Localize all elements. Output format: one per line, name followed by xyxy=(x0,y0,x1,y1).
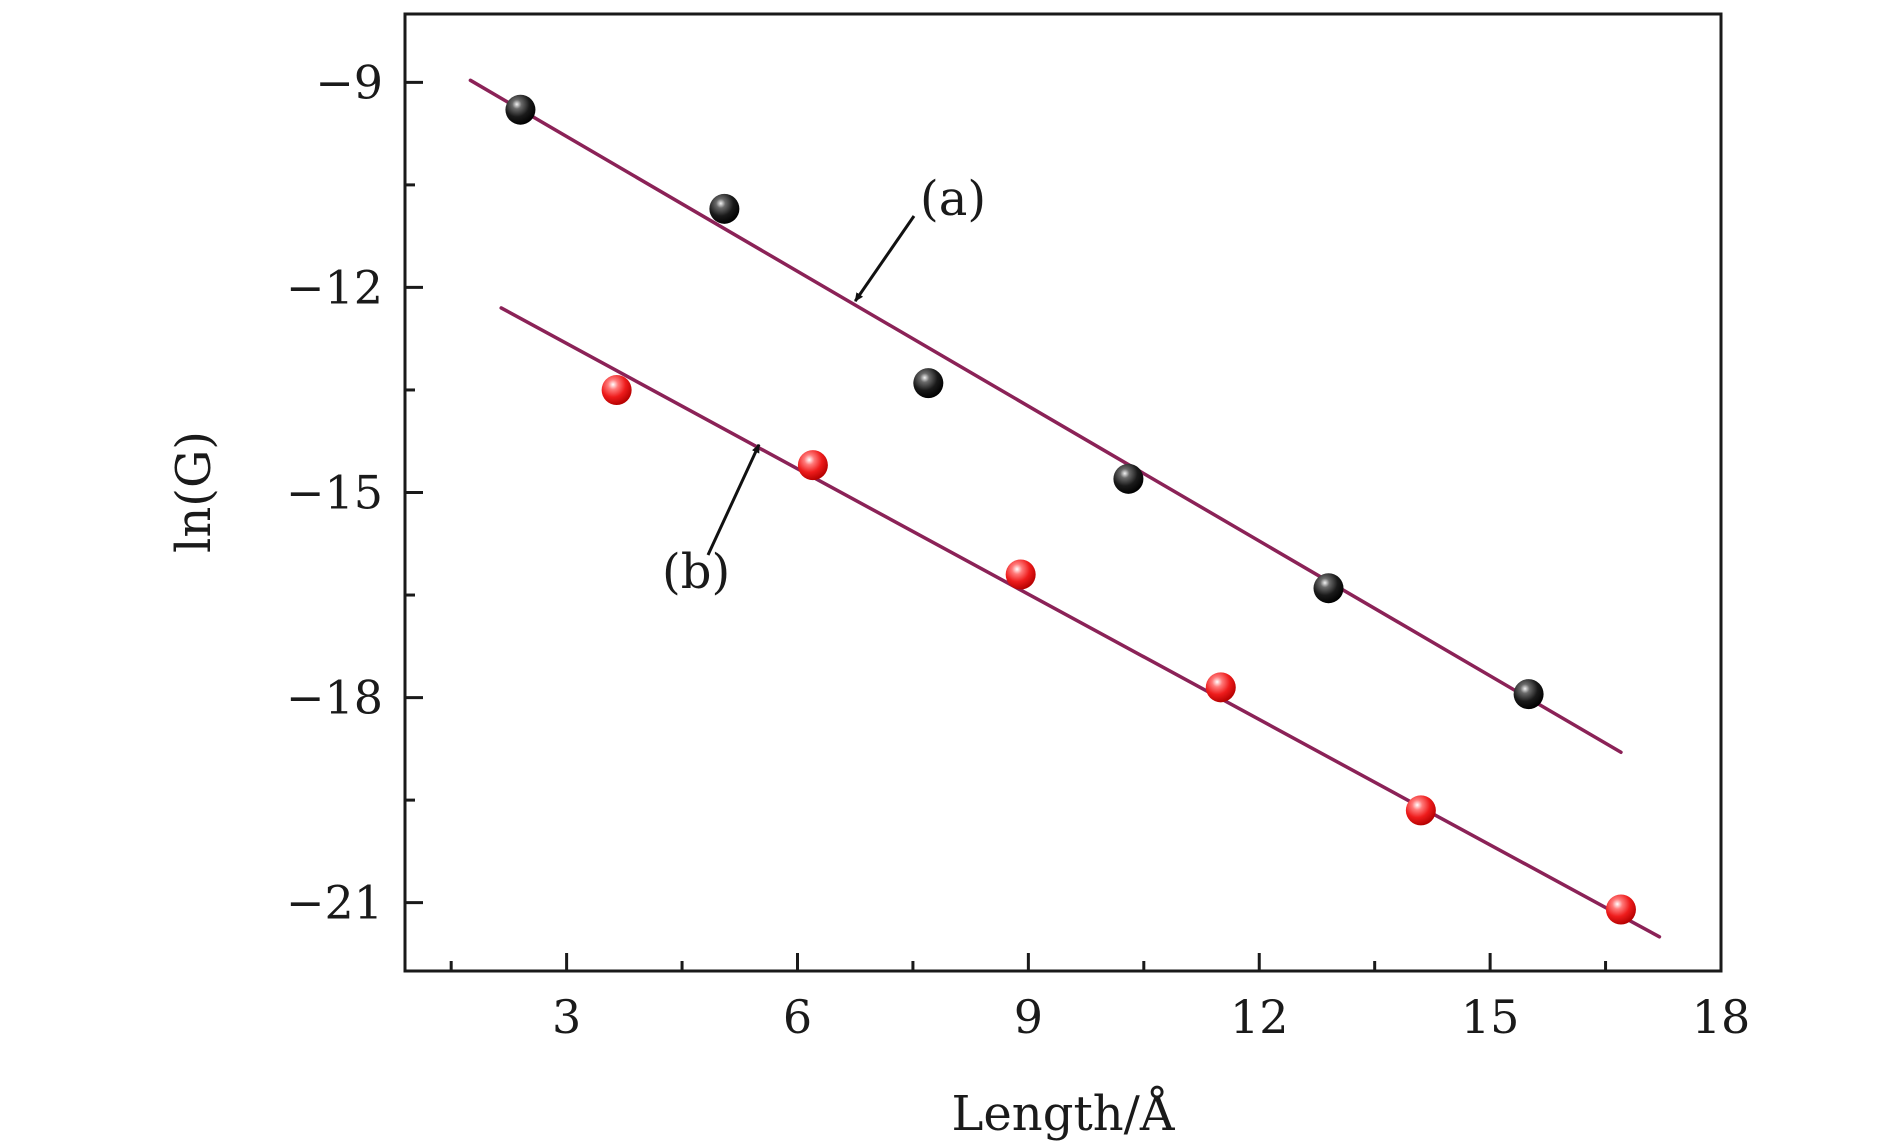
y-tick-label: −9 xyxy=(315,55,383,109)
data-point-a xyxy=(709,193,740,224)
y-tick-label: −12 xyxy=(286,260,383,314)
data-point-b xyxy=(1005,559,1036,590)
data-point-a xyxy=(913,368,944,399)
annotation-a-arrow xyxy=(853,215,916,302)
y-tick-label: −15 xyxy=(286,466,383,520)
data-point-a xyxy=(505,94,536,125)
x-axis-title: Length/Å xyxy=(952,1085,1176,1142)
y-axis-title: ln(G) xyxy=(166,431,222,553)
data-point-b xyxy=(601,374,632,405)
x-tick-label: 12 xyxy=(1230,990,1289,1044)
data-point-a xyxy=(1513,679,1544,710)
annotations: (a) (b) xyxy=(662,171,986,600)
fit-lines xyxy=(468,78,1662,939)
data-point-a xyxy=(1313,573,1344,604)
annotation-b-arrow xyxy=(706,443,761,556)
data-point-b xyxy=(1205,672,1236,703)
data-points xyxy=(505,94,1636,925)
x-tick-label: 18 xyxy=(1692,990,1751,1044)
y-tick-label: −18 xyxy=(286,671,383,725)
fit-line-a xyxy=(468,78,1623,755)
x-tick-label: 6 xyxy=(783,990,812,1044)
data-point-b xyxy=(1405,795,1436,826)
x-tick-label: 3 xyxy=(552,990,581,1044)
x-axis-ticks: 3 6 9 12 15 18 xyxy=(449,953,1751,1044)
data-point-a xyxy=(1113,463,1144,494)
x-tick-label: 15 xyxy=(1461,990,1520,1044)
y-axis-ticks: −9 −12 −15 −18 −21 xyxy=(286,55,423,930)
x-tick-label: 9 xyxy=(1014,990,1043,1044)
fit-line-b xyxy=(499,306,1662,939)
data-point-b xyxy=(797,450,828,481)
annotation-b-label: (b) xyxy=(662,544,730,600)
annotation-a-label: (a) xyxy=(920,171,986,227)
data-point-b xyxy=(1605,894,1636,925)
y-tick-label: −21 xyxy=(286,876,383,930)
